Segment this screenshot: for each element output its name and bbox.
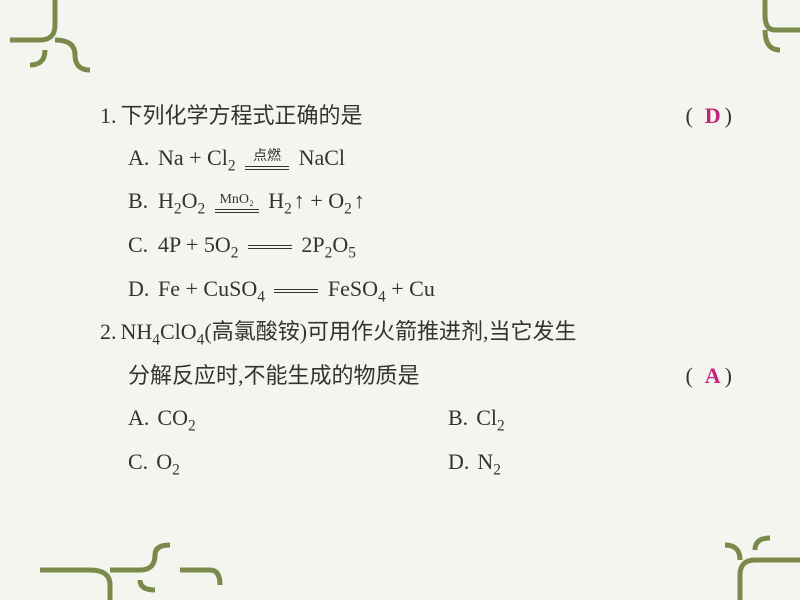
- sub: 2: [497, 417, 505, 434]
- sub: 2: [174, 201, 182, 218]
- q1-number: 1.: [100, 95, 117, 137]
- option-label: C.: [128, 224, 150, 266]
- equals-sign: [248, 245, 292, 249]
- q2-line2: 分解反应时,不能生成的物质是 (A): [128, 355, 740, 397]
- content-area: 1. 下列化学方程式正确的是 (D) A. Na + Cl2 点燃 NaCl B…: [100, 95, 740, 484]
- t: N: [477, 449, 493, 474]
- t: + Cu: [386, 276, 435, 301]
- option-label: A.: [128, 137, 150, 179]
- q2-option-b: B. Cl2: [420, 397, 740, 441]
- ornament-bottom-left: [40, 530, 240, 600]
- t: O: [156, 449, 172, 474]
- t: H: [158, 188, 174, 213]
- t: FeSO: [328, 276, 378, 301]
- condition: 点燃: [253, 150, 281, 164]
- q2-text2: 分解反应时,不能生成的物质是: [128, 355, 420, 397]
- sub: 5: [348, 245, 356, 262]
- ornament-top-right: [740, 0, 800, 80]
- q2-option-d: D. N2: [420, 441, 740, 485]
- sub: 2: [188, 417, 196, 434]
- t: Cl: [476, 405, 497, 430]
- q1-option-d: D. Fe + CuSO4 FeSO4 + Cu: [128, 268, 740, 312]
- formula: Na + Cl2 点燃 NaCl: [158, 137, 345, 181]
- t: ClO: [160, 319, 197, 344]
- option-label: C.: [128, 441, 148, 483]
- option-label: A.: [128, 397, 149, 439]
- t: O: [332, 232, 348, 257]
- q2-answer: A: [705, 363, 721, 388]
- sub: 2: [344, 201, 352, 218]
- sub: 4: [378, 288, 386, 305]
- q1-option-b: B. H2O2 MnO₂ H2↑ + O2↑: [128, 180, 740, 224]
- q2-options-row2: C. O2 D. N2: [100, 441, 740, 485]
- q2-option-a: A. CO2: [100, 397, 420, 441]
- formula: 4P + 5O2 2P2O5: [158, 224, 356, 268]
- t: NH: [121, 319, 153, 344]
- formula: Fe + CuSO4 FeSO4 + Cu: [158, 268, 435, 312]
- q2-text: NH4ClO4(高氯酸铵)可用作火箭推进剂,当它发生: [121, 311, 577, 355]
- paren-open: (: [685, 363, 700, 388]
- q2-options-row1: A. CO2 B. Cl2: [100, 397, 740, 441]
- q2-number: 2.: [100, 311, 117, 353]
- t: 4P + 5O: [158, 232, 231, 257]
- q2-paren: (A): [685, 355, 740, 397]
- t: 2P: [301, 232, 324, 257]
- q2-line1: 2. NH4ClO4(高氯酸铵)可用作火箭推进剂,当它发生: [100, 311, 740, 355]
- arrow-up-icon: ↑: [354, 188, 365, 213]
- q1-line: 1. 下列化学方程式正确的是 (D): [100, 95, 740, 137]
- lhs: Na + Cl: [158, 145, 228, 170]
- q1-answer: D: [705, 103, 721, 128]
- sub: 2: [284, 201, 292, 218]
- arrow-up-icon: ↑: [294, 188, 305, 213]
- equals-sign: 点燃: [245, 150, 289, 170]
- paren-close: ): [725, 103, 740, 128]
- rhs: NaCl: [299, 145, 345, 170]
- equals-sign: [274, 289, 318, 293]
- paren-close: ): [725, 363, 740, 388]
- sub: 2: [197, 201, 205, 218]
- option-label: D.: [448, 441, 469, 483]
- ornament-top-left: [0, 0, 120, 100]
- t: CO: [157, 405, 188, 430]
- sub: 2: [228, 157, 236, 174]
- option-label: B.: [448, 397, 468, 439]
- q2-option-c: C. O2: [100, 441, 420, 485]
- option-label: D.: [128, 268, 150, 310]
- sub: 2: [172, 461, 180, 478]
- t: (高氯酸铵)可用作火箭推进剂,当它发生: [204, 319, 576, 344]
- ornament-bottom-right: [700, 520, 800, 600]
- sub: 2: [493, 461, 501, 478]
- t: Fe + CuSO: [158, 276, 257, 301]
- sub: 4: [152, 332, 160, 349]
- q1-option-c: C. 4P + 5O2 2P2O5: [128, 224, 740, 268]
- equals-sign: MnO₂: [215, 193, 259, 213]
- sub: 4: [257, 288, 265, 305]
- q1-paren: (D): [685, 95, 740, 137]
- t: H: [268, 188, 284, 213]
- option-label: B.: [128, 180, 150, 222]
- formula: H2O2 MnO₂ H2↑ + O2↑: [158, 180, 365, 224]
- sub: 2: [231, 245, 239, 262]
- t: O: [182, 188, 198, 213]
- t: + O: [305, 188, 344, 213]
- paren-open: (: [685, 103, 700, 128]
- q1-text: 下列化学方程式正确的是: [121, 95, 363, 137]
- q1-option-a: A. Na + Cl2 点燃 NaCl: [128, 137, 740, 181]
- condition: MnO₂: [219, 193, 253, 207]
